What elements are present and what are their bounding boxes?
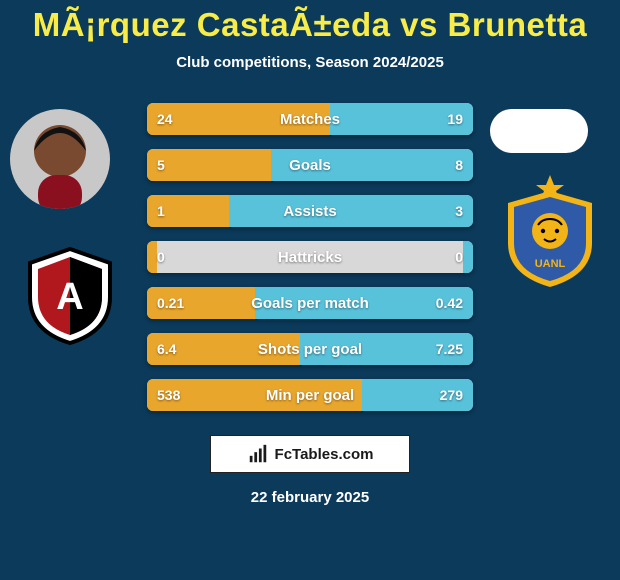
right-player-photo xyxy=(490,109,588,153)
bar-fill-left xyxy=(147,103,330,135)
bar-fill-left xyxy=(147,379,362,411)
title: MÃ¡rquez CastaÃ±eda vs Brunetta xyxy=(0,6,620,44)
stat-row: Goals58 xyxy=(147,149,473,181)
main-area: A UANL Matches2419 Goals58 Assists13 Hattri… xyxy=(0,103,620,411)
left-club-letter: A xyxy=(56,276,83,318)
stat-row: Min per goal538279 xyxy=(147,379,473,411)
title-right-name: Brunetta xyxy=(448,6,588,43)
left-player-photo xyxy=(10,109,110,209)
bar-fill-left xyxy=(147,333,300,365)
face-placeholder-icon xyxy=(10,109,110,209)
bar-fill-right xyxy=(229,195,474,227)
right-club-badge: UANL xyxy=(500,173,600,289)
title-vs: vs xyxy=(400,6,438,43)
bar-track xyxy=(147,287,473,319)
left-club-badge: A xyxy=(20,245,120,345)
shield-icon: UANL xyxy=(500,173,600,289)
bar-track xyxy=(147,103,473,135)
bar-track xyxy=(147,195,473,227)
subtitle: Club competitions, Season 2024/2025 xyxy=(0,54,620,71)
stat-row: Matches2419 xyxy=(147,103,473,135)
stat-row: Goals per match0.210.42 xyxy=(147,287,473,319)
title-left-name: MÃ¡rquez CastaÃ±eda xyxy=(33,6,391,43)
bar-fill-left xyxy=(147,241,157,273)
date-text: 22 february 2025 xyxy=(0,489,620,506)
stat-row: Shots per goal6.47.25 xyxy=(147,333,473,365)
stat-bars: Matches2419 Goals58 Assists13 Hattricks00 Go… xyxy=(147,103,473,411)
branding-text: FcTables.com xyxy=(275,446,374,463)
bar-track xyxy=(147,379,473,411)
stat-row: Assists13 xyxy=(147,195,473,227)
stat-row: Hattricks00 xyxy=(147,241,473,273)
bar-fill-right xyxy=(271,149,473,181)
infographic: MÃ¡rquez CastaÃ±eda vs Brunetta Club com… xyxy=(0,0,620,580)
bar-track xyxy=(147,241,473,273)
bar-fill-right xyxy=(255,287,473,319)
right-club-text: UANL xyxy=(535,258,566,270)
bar-fill-left xyxy=(147,287,255,319)
bar-track xyxy=(147,333,473,365)
bar-fill-left xyxy=(147,195,229,227)
bar-fill-right xyxy=(362,379,473,411)
bar-track xyxy=(147,149,473,181)
bar-fill-right xyxy=(330,103,473,135)
bar-fill-left xyxy=(147,149,271,181)
chart-icon xyxy=(247,443,269,465)
bar-fill-right xyxy=(463,241,473,273)
bar-fill-right xyxy=(300,333,473,365)
branding-box: FcTables.com xyxy=(210,435,410,473)
shield-icon: A xyxy=(20,245,120,345)
